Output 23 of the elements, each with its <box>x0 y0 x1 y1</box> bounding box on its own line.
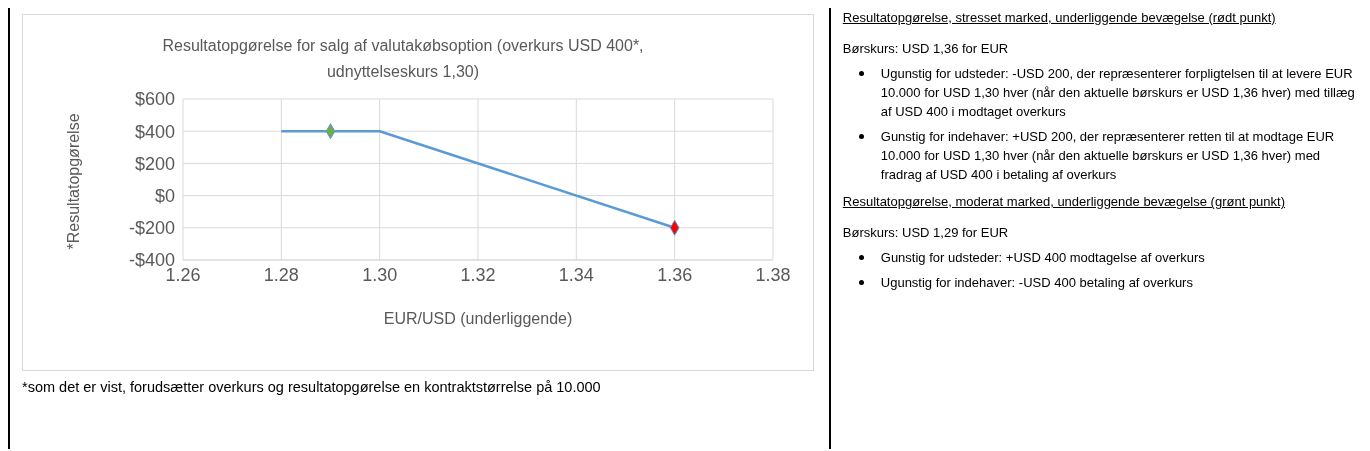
text: Ugunstig for udsteder: -USD 200, der repræsenterer forpligtelsen til at levere EUR 10.000 for USD 1,30 hver (når den aktuelle børskurs er USD 1,36 hver) med tillæg af USD 400 i modtaget overkurs <box>880 65 1356 121</box>
x-tick-label: 1.34 <box>558 264 594 285</box>
x-tick-label: 1.36 <box>657 264 693 285</box>
y-tick-label: $600 <box>134 89 175 110</box>
y-tick-label: -$200 <box>128 218 175 239</box>
x-tick-label: 1.38 <box>755 264 791 285</box>
x-tick-label: 1.30 <box>362 264 398 285</box>
chart-title: Resultatopgørelse for salg af valutakøbsoption (overkurs USD 400*, udnyttelseskurs 1,30) <box>161 36 645 82</box>
text: Resultatopgørelse, moderat marked, underliggende bevægelse (grønt punkt) <box>842 193 1287 211</box>
y-tick-label: $0 <box>154 185 175 206</box>
y-tick-label: $200 <box>134 153 175 174</box>
text: Børskurs: USD 1,36 for EUR <box>842 40 1010 58</box>
x-tick-label: 1.28 <box>263 264 299 285</box>
text: Ugunstig for indehaver: -USD 400 betaling af overkurs <box>880 274 1194 292</box>
text: Gunstig for udsteder: +USD 400 modtagelse af overkurs <box>880 249 1206 267</box>
y-tick-label: $400 <box>134 121 175 142</box>
y-axis-title: *Resultatopgørelse <box>64 113 82 250</box>
x-tick-label: 1.32 <box>460 264 496 285</box>
text: Gunstig for indehaver: +USD 200, der repræsenterer retten til at modtage EUR 10.000 for USD 1,30 hver (når den aktuelle børskurs er USD 1,36 hver) med fradrag af USD 400 i betaling af overkurs <box>880 128 1336 184</box>
text: Resultatopgørelse, stresset marked, underliggende bevægelse (rødt punkt) <box>842 9 1277 27</box>
x-axis-title: EUR/USD (underliggende) <box>383 310 573 327</box>
text: *som det er vist, forudsætter overkurs og resultatopgørelse en kontraktstørrelse på 10.000 <box>22 379 602 395</box>
text: Børskurs: USD 1,29 for EUR <box>842 224 1010 242</box>
